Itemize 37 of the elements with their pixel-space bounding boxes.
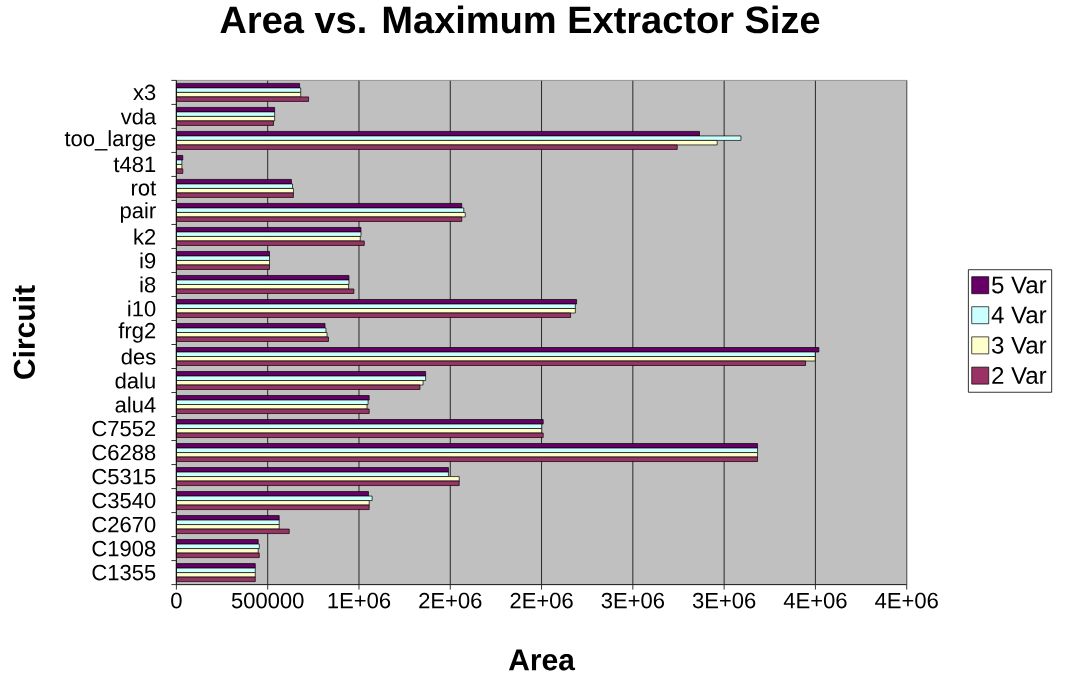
- x-tick-label: 0: [171, 592, 182, 609]
- chart-title: Area vs. Maximum Extractor Size: [220, 5, 820, 34]
- y-tick-label: C6288: [92, 444, 156, 461]
- y-tick-label: dalu: [115, 372, 155, 389]
- y-tick-label: i8: [140, 276, 156, 293]
- legend-label: 5 Var: [992, 276, 1047, 294]
- legend-label: 3 Var: [991, 336, 1047, 354]
- x-tick-label: 3E+06: [601, 592, 664, 609]
- y-axis-title: Circuit: [12, 285, 36, 379]
- x-tick-label: 3E+06: [692, 592, 756, 609]
- x-tick-label: 4E+06: [875, 592, 938, 609]
- y-tick-label: i9: [140, 252, 156, 269]
- y-tick-label: C1355: [92, 564, 156, 581]
- y-tick-label: rot: [131, 181, 157, 196]
- y-tick-label: C2670: [92, 516, 156, 533]
- x-tick-label: 500000: [231, 592, 304, 609]
- y-tick-label: pair: [120, 202, 156, 223]
- legend-label: 2 Var: [992, 367, 1047, 384]
- y-tick-label: des: [121, 348, 156, 365]
- y-tick-label: t481: [113, 156, 156, 173]
- x-axis-title: Area: [508, 649, 576, 671]
- y-tick-label: C7552: [92, 420, 156, 437]
- y-tick-label: C5315: [92, 468, 156, 485]
- y-tick-label: i10: [128, 300, 156, 317]
- y-tick-label: too_large: [64, 130, 156, 151]
- x-tick-label: 4E+06: [783, 592, 847, 609]
- legend-label: 4 Var: [991, 306, 1047, 324]
- y-tick-label: C1908: [92, 540, 156, 557]
- y-tick-label: frg2: [118, 322, 156, 343]
- x-tick-label: 2E+06: [510, 592, 573, 609]
- y-tick-label: vda: [120, 108, 157, 125]
- x-tick-label: 1E+06: [328, 592, 391, 609]
- y-tick-label: C3540: [92, 492, 156, 509]
- y-tick-label: x3: [133, 84, 156, 101]
- y-tick-label: k2: [134, 228, 156, 245]
- x-tick-label: 2E+06: [419, 592, 482, 609]
- y-tick-label: alu4: [115, 396, 156, 413]
